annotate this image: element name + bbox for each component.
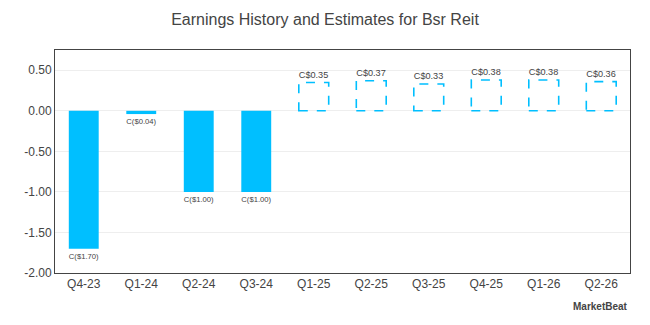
svg-text:-1.50: -1.50: [24, 226, 52, 240]
svg-text:C$0.36: C$0.36: [586, 69, 615, 79]
svg-text:Q1-24: Q1-24: [125, 277, 159, 291]
svg-text:C($1.00): C($1.00): [241, 195, 271, 204]
svg-text:0.50: 0.50: [28, 63, 52, 77]
svg-text:C$0.35: C$0.35: [299, 70, 328, 80]
svg-text:MarketBeat: MarketBeat: [573, 301, 628, 312]
svg-text:C$0.33: C$0.33: [414, 71, 443, 81]
svg-text:Q1-25: Q1-25: [297, 277, 331, 291]
svg-text:Q2-25: Q2-25: [355, 277, 389, 291]
svg-text:Q1-26: Q1-26: [527, 277, 561, 291]
svg-text:0.00: 0.00: [28, 104, 52, 118]
svg-text:Q3-25: Q3-25: [412, 277, 446, 291]
svg-text:-1.00: -1.00: [24, 185, 52, 199]
svg-text:C($1.00): C($1.00): [184, 195, 214, 204]
svg-text:Q4-23: Q4-23: [67, 277, 101, 291]
svg-text:C$0.38: C$0.38: [529, 67, 558, 77]
svg-text:Earnings History and Estimates: Earnings History and Estimates for Bsr R…: [171, 11, 479, 28]
svg-text:-0.50: -0.50: [24, 145, 52, 159]
svg-text:Q4-25: Q4-25: [470, 277, 504, 291]
svg-text:Q2-24: Q2-24: [182, 277, 216, 291]
svg-text:C($1.70): C($1.70): [69, 252, 99, 261]
svg-text:C($0.04): C($0.04): [126, 117, 156, 126]
svg-text:C$0.37: C$0.37: [356, 68, 385, 78]
svg-text:Q2-26: Q2-26: [585, 277, 619, 291]
svg-text:-2.00: -2.00: [24, 266, 52, 280]
svg-text:Q3-24: Q3-24: [240, 277, 274, 291]
svg-text:C$0.38: C$0.38: [471, 67, 500, 77]
